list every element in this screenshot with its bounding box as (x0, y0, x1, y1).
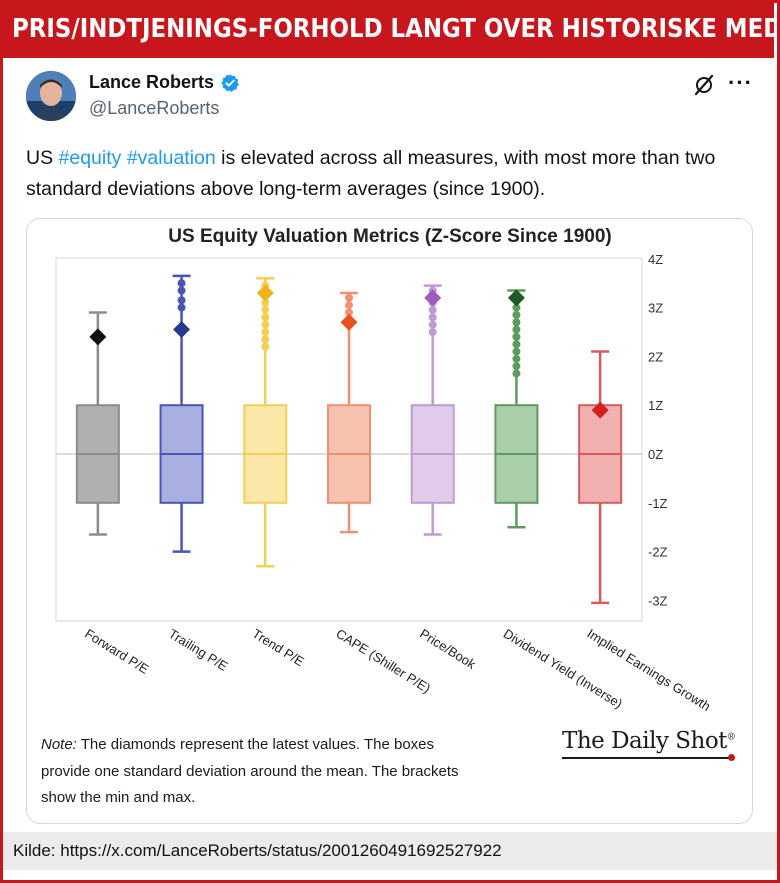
latest-value-diamond (256, 284, 274, 302)
latest-value-diamond (424, 289, 442, 307)
author-handle[interactable]: @LanceRoberts (89, 98, 220, 118)
category-label: Price/Book (417, 626, 479, 672)
outlier-point (261, 342, 270, 351)
outlier-point (512, 310, 521, 319)
tweet-text-prefix: US (26, 147, 59, 169)
source-footer[interactable]: Kilde: https://x.com/LanceRoberts/status… (3, 832, 777, 870)
more-options-button[interactable]: ··· (728, 70, 753, 95)
plot-area-frame (55, 257, 643, 622)
hashtag-equity[interactable]: #equity (58, 147, 122, 169)
chart-note-text: The diamonds represent the latest values… (41, 736, 459, 806)
author-name[interactable]: Lance Roberts (89, 72, 215, 92)
outlier-point (177, 286, 186, 295)
outlier-point (512, 362, 521, 371)
latest-value-diamond (89, 328, 107, 346)
tweet-text: US #equity #valuation is elevated across… (26, 143, 746, 205)
category-label: Trend P/E (250, 626, 307, 670)
outlier-point (261, 320, 270, 329)
outlier-point (512, 332, 521, 341)
latest-value-diamond (340, 313, 358, 331)
avatar-photo (26, 71, 76, 121)
latest-value-diamond (591, 401, 609, 419)
y-tick-label: -1Z (648, 496, 668, 511)
outlier-point (512, 303, 521, 312)
chart-note: Note: The diamonds represent the latest … (41, 732, 471, 812)
logo-dot (728, 754, 735, 761)
tweet-text-suffix: is elevated across all measures, with mo… (26, 147, 716, 200)
outlier-point (512, 354, 521, 363)
outlier-point (261, 328, 270, 336)
outlier-point (261, 298, 270, 307)
y-tick-label: 0Z (648, 447, 663, 462)
outlier-point (345, 308, 353, 317)
outlier-point (428, 320, 437, 329)
y-tick-label: 4Z (648, 252, 663, 267)
daily-shot-logo: The Daily Shot® (562, 728, 736, 754)
y-tick-label: 2Z (648, 349, 663, 364)
outlier-point (177, 279, 186, 288)
outlier-point (177, 296, 186, 305)
chart-note-label: Note: (41, 736, 77, 753)
outlier-point (428, 313, 437, 322)
outlier-point (261, 335, 270, 344)
y-tick-label: -3Z (648, 593, 668, 608)
author-name-row[interactable]: Lance Roberts (89, 72, 240, 93)
hashtag-valuation[interactable]: #valuation (126, 147, 216, 169)
category-label: Trailing P/E (166, 626, 231, 674)
y-tick-label: 1Z (648, 398, 663, 413)
outlier-point (261, 306, 270, 315)
latest-value-diamond (173, 321, 191, 339)
outlier-point (512, 340, 521, 349)
latest-value-diamond (507, 289, 525, 307)
avatar[interactable] (26, 71, 76, 121)
outlier-point (428, 306, 437, 315)
outlier-point (177, 303, 186, 312)
y-tick-label: -2Z (648, 545, 668, 560)
category-label: Forward P/E (82, 626, 151, 677)
outlier-point (512, 318, 521, 327)
verified-badge-icon (221, 73, 239, 92)
chart-title: US Equity Valuation Metrics (Z-Score Sin… (168, 226, 612, 247)
outlier-point (512, 325, 521, 334)
media-card[interactable] (26, 218, 753, 824)
y-tick-label: 3Z (648, 301, 663, 316)
outlier-point (512, 347, 521, 356)
page-banner-title: PRIS/INDTJENINGS-FORHOLD LANGT OVER HIST… (0, 0, 774, 58)
outlier-point (428, 328, 437, 336)
logo-underline (562, 757, 732, 759)
outlier-point (345, 293, 353, 302)
outlier-point (261, 313, 270, 322)
grok-icon[interactable] (692, 73, 716, 97)
outlier-point (345, 301, 353, 310)
outlier-point (512, 369, 521, 378)
